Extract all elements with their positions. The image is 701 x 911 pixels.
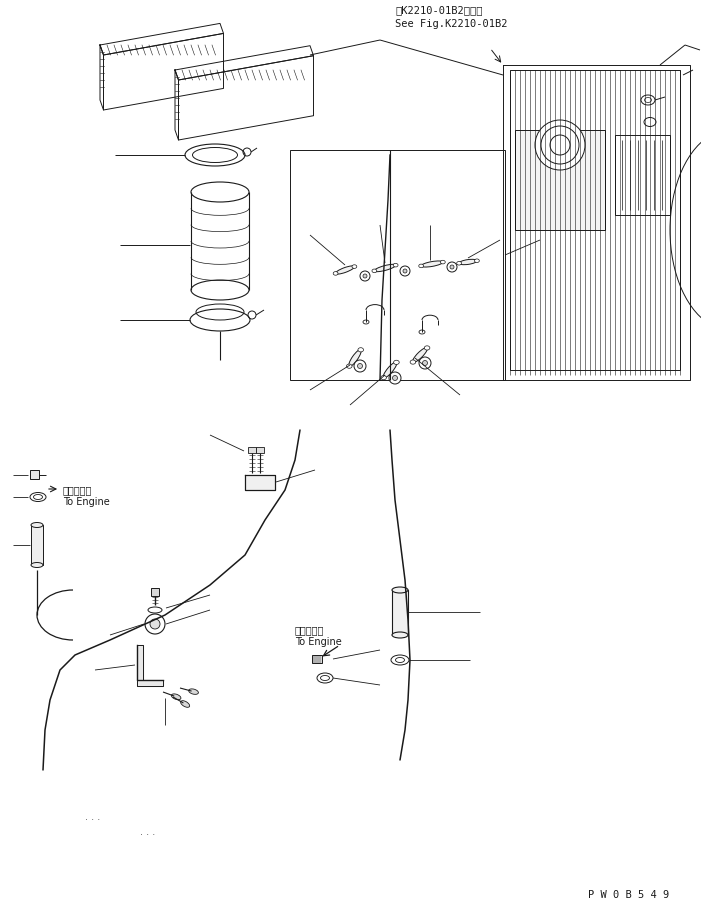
Circle shape	[360, 271, 370, 281]
Ellipse shape	[191, 182, 249, 202]
Circle shape	[400, 266, 410, 276]
Ellipse shape	[363, 320, 369, 324]
Circle shape	[393, 375, 397, 381]
Polygon shape	[245, 475, 275, 490]
Ellipse shape	[381, 375, 386, 380]
Text: エンジンへ
To Engine: エンジンへ To Engine	[63, 485, 110, 507]
Ellipse shape	[419, 330, 425, 334]
Ellipse shape	[392, 587, 408, 593]
Text: See Fig.K2210-01B2: See Fig.K2210-01B2	[395, 19, 508, 29]
Bar	[392, 590, 408, 635]
Bar	[256, 447, 264, 453]
Circle shape	[389, 372, 401, 384]
Ellipse shape	[31, 562, 43, 568]
Text: P W 0 B 5 4 9: P W 0 B 5 4 9	[588, 890, 669, 900]
Circle shape	[450, 265, 454, 269]
Ellipse shape	[413, 348, 428, 363]
Ellipse shape	[418, 264, 423, 268]
Bar	[290, 150, 505, 380]
Ellipse shape	[541, 126, 579, 164]
Text: エンジンへ
To Engine: エンジンへ To Engine	[295, 625, 342, 647]
Ellipse shape	[372, 269, 376, 272]
Ellipse shape	[421, 261, 443, 267]
Circle shape	[403, 269, 407, 273]
Ellipse shape	[336, 266, 355, 274]
Ellipse shape	[440, 261, 445, 264]
Bar	[312, 655, 322, 663]
Ellipse shape	[346, 364, 352, 368]
Ellipse shape	[181, 701, 190, 707]
Ellipse shape	[31, 523, 43, 527]
Ellipse shape	[410, 360, 416, 364]
Text: . . .: . . .	[140, 827, 155, 837]
Ellipse shape	[475, 259, 479, 262]
Ellipse shape	[383, 363, 397, 378]
Bar	[31, 525, 43, 565]
Bar	[615, 135, 670, 215]
Ellipse shape	[333, 271, 338, 275]
Text: 第K2210-01B2図参照: 第K2210-01B2図参照	[395, 5, 482, 15]
Circle shape	[447, 262, 457, 272]
Bar	[248, 447, 256, 453]
Ellipse shape	[459, 260, 477, 265]
Circle shape	[363, 274, 367, 278]
Circle shape	[358, 363, 362, 369]
Circle shape	[354, 360, 366, 372]
Bar	[510, 70, 680, 370]
Text: . . .: . . .	[85, 812, 100, 822]
Ellipse shape	[171, 694, 181, 700]
Circle shape	[423, 361, 428, 365]
Ellipse shape	[349, 350, 361, 366]
Circle shape	[150, 619, 160, 629]
Ellipse shape	[374, 264, 395, 271]
Ellipse shape	[392, 632, 408, 638]
Ellipse shape	[358, 348, 364, 352]
Bar	[30, 470, 39, 479]
Bar	[151, 588, 159, 596]
Ellipse shape	[189, 689, 198, 694]
Polygon shape	[137, 680, 163, 686]
Ellipse shape	[352, 265, 357, 269]
Bar	[515, 130, 605, 230]
Ellipse shape	[535, 120, 585, 170]
Ellipse shape	[456, 261, 461, 265]
Ellipse shape	[191, 280, 249, 300]
Ellipse shape	[394, 360, 400, 364]
Polygon shape	[137, 645, 143, 680]
Ellipse shape	[393, 263, 398, 267]
Circle shape	[419, 357, 431, 369]
Ellipse shape	[424, 346, 430, 350]
